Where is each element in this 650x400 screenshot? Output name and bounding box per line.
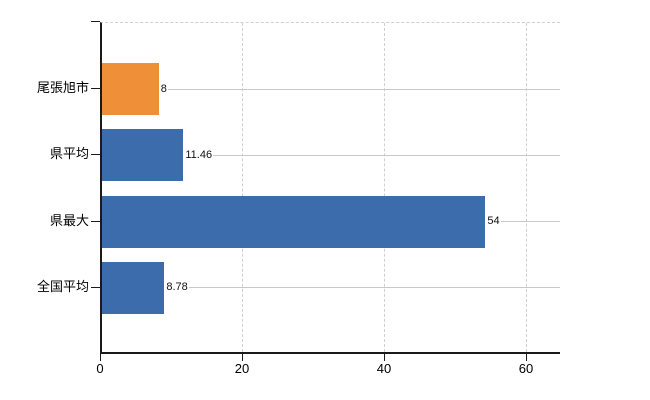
plot-area: 8 11.46 54 8.78	[100, 22, 560, 354]
category-label: 全国平均	[36, 278, 89, 294]
row-leader-line	[167, 88, 560, 90]
value-label: 8	[160, 82, 167, 95]
value-label: 54	[487, 215, 500, 228]
x-tick-label: 60	[518, 361, 534, 376]
x-axis-tick	[242, 354, 243, 361]
value-label: 8.78	[166, 281, 188, 294]
bar-3	[102, 261, 165, 314]
x-tick-label: 0	[96, 361, 104, 376]
bar-row: 54	[102, 195, 560, 248]
row-leader-line	[213, 154, 560, 156]
y-axis-tick	[91, 154, 100, 156]
row-leader-line	[188, 287, 560, 289]
y-axis-tick	[91, 286, 100, 288]
gridline-x-40	[384, 23, 385, 352]
y-axis-top-tick	[91, 21, 100, 22]
x-axis-tick	[100, 354, 101, 361]
category-label: 尾張旭市	[36, 80, 89, 95]
bar-row: 8	[102, 63, 560, 115]
x-tick-label: 20	[234, 361, 250, 376]
gridline-x-60	[526, 23, 527, 352]
x-axis-tick	[526, 354, 527, 361]
bar-row: 8.78	[102, 261, 560, 314]
y-axis-tick	[91, 220, 100, 222]
bar-row: 11.46	[102, 129, 560, 182]
y-axis-tick	[91, 88, 100, 89]
bar-2	[102, 195, 486, 248]
bar-1	[102, 129, 184, 182]
bar-0	[102, 63, 159, 115]
value-label: 11.46	[185, 148, 213, 161]
category-label: 県平均	[49, 146, 89, 162]
x-axis-tick	[384, 354, 385, 361]
gridline-x-20	[242, 23, 243, 352]
category-label: 県最大	[49, 212, 89, 228]
row-leader-line	[500, 221, 560, 223]
x-tick-label: 40	[376, 361, 392, 376]
